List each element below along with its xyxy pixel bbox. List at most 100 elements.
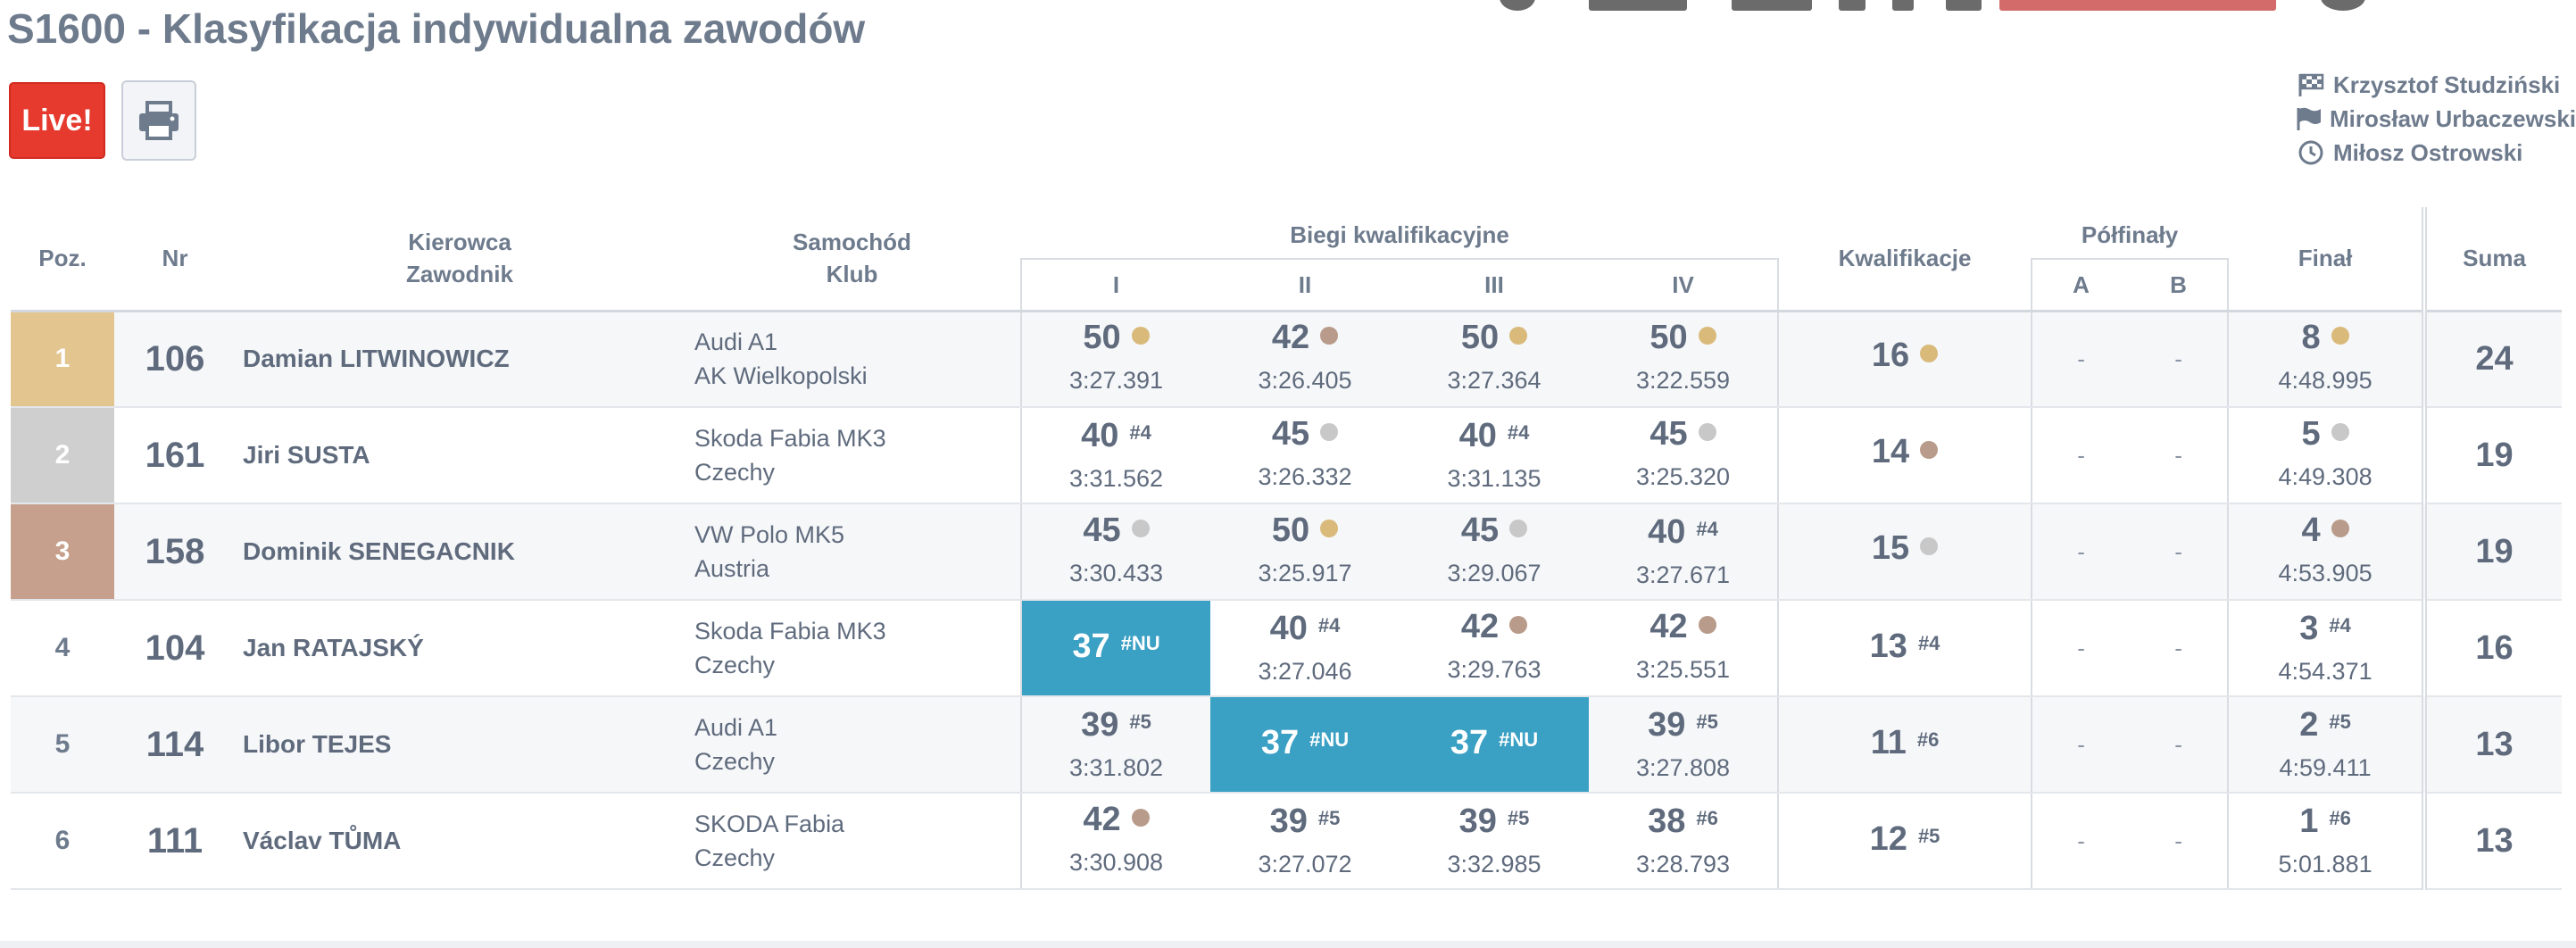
car-model: Skoda Fabia MK3 [694, 618, 886, 644]
gold-medal-icon [1131, 327, 1150, 345]
semi-b-result: - [2130, 407, 2230, 504]
header-nr: Nr [114, 207, 236, 312]
header-pos: Poz. [11, 207, 114, 312]
time: 4:59.411 [2279, 753, 2372, 781]
rank-label: #NU [1120, 631, 1160, 654]
total-sum: 19 [2424, 407, 2563, 504]
qualification-result: 12 #5 [1778, 793, 2032, 890]
rank-label: #4 [1317, 613, 1341, 636]
official-name: Mirosław Urbaczewski [2330, 104, 2576, 132]
gold-medal-icon [1509, 327, 1528, 345]
semi-b-result: - [2130, 311, 2230, 408]
silver-medal-icon [1509, 520, 1528, 537]
gold-medal-icon [2331, 327, 2349, 345]
time: 4:54.371 [2278, 657, 2372, 685]
club-name: Austria [694, 555, 770, 582]
rank-label: #NU [1309, 728, 1350, 751]
time: 3:31.802 [1068, 753, 1164, 781]
heat-result: 37 #NU [1210, 696, 1400, 794]
points: 39 [1648, 705, 1686, 744]
official-item: Miłosz Ostrowski [2296, 136, 2572, 170]
bronze-medal-icon [1131, 809, 1150, 827]
rank-label: #5 [1917, 824, 1940, 847]
time: 3:27.671 [1635, 561, 1731, 588]
header-car: Samochód Klub [684, 207, 1021, 312]
points: 38 [1648, 802, 1686, 840]
points: 15 [1871, 529, 1910, 567]
official-name: Miłosz Ostrowski [2333, 138, 2523, 166]
car-club: Audi A1 AK Wielkopolski [684, 311, 1021, 408]
time: 3:22.559 [1635, 367, 1731, 395]
points: 16 [1871, 337, 1910, 375]
live-button[interactable]: Live! [9, 82, 105, 159]
time: 3:26.405 [1258, 367, 1352, 395]
silver-medal-icon [1320, 423, 1339, 441]
heat-result: 50 3:25.917 [1210, 503, 1400, 601]
heat-result: 45 3:29.067 [1400, 503, 1589, 601]
rank-label: #5 [1507, 806, 1530, 829]
rank-label: #4 [1129, 420, 1151, 444]
heat-result: 38 #6 3:28.793 [1589, 793, 1780, 890]
rank-label: #4 [1507, 420, 1530, 444]
heat-result: 39 #5 3:27.808 [1589, 696, 1780, 794]
gold-medal-icon [1698, 327, 1716, 345]
points: 37 [1450, 723, 1489, 761]
page-title: S1600 - Klasyfikacja indywidualna zawodó… [7, 5, 866, 52]
final-result: 5 4:49.308 [2228, 407, 2428, 504]
heat-result: 40 #4 3:27.046 [1210, 600, 1400, 697]
time: 4:48.995 [2278, 367, 2372, 395]
heat-result: 45 3:30.433 [1020, 503, 1210, 601]
semi-b-result: - [2130, 793, 2230, 890]
bronze-medal-icon [1698, 616, 1716, 634]
official-item: Mirosław Urbaczewski [2296, 102, 2576, 136]
header-final: Finał [2228, 207, 2425, 312]
start-number: 158 [114, 503, 236, 601]
points: 12 [1869, 819, 1907, 858]
rank-label: #5 [2329, 710, 2351, 733]
heat-result: 40 #4 3:31.562 [1020, 407, 1210, 504]
header-sum: Suma [2422, 207, 2563, 312]
points: 42 [1083, 801, 1121, 838]
points: 2 [2299, 705, 2319, 744]
time: 3:31.562 [1068, 464, 1164, 492]
header-car-line1: Samochód [793, 229, 911, 256]
points: 14 [1871, 433, 1910, 470]
club-name: Czechy [694, 652, 776, 678]
points: 39 [1269, 802, 1308, 840]
semi-b-result: - [2130, 600, 2230, 697]
time: 3:29.067 [1447, 560, 1541, 586]
driver-name: Václav TŮMA [236, 793, 684, 890]
final-result: 2 #5 4:59.411 [2228, 696, 2428, 794]
points: 42 [1271, 319, 1310, 357]
heat-result: 50 3:22.559 [1589, 311, 1780, 408]
table-row: 5 114 Libor TEJES Audi A1 Czechy 39 #5 3:31.802… [11, 696, 2563, 794]
points: 37 [1072, 627, 1110, 665]
time: 4:53.905 [2278, 560, 2372, 586]
qualification-result: 16 [1778, 311, 2032, 408]
flag-icon [2296, 105, 2323, 132]
total-sum: 19 [2424, 503, 2563, 601]
semi-a-result: - [2031, 793, 2131, 890]
print-button[interactable] [121, 80, 196, 161]
start-number: 106 [114, 311, 236, 408]
silver-medal-icon [1131, 520, 1150, 537]
total-sum: 24 [2424, 311, 2563, 408]
table-row: 3 158 Dominik SENEGACNIK VW Polo MK5 Austria… [11, 503, 2563, 601]
rank-label: #6 [1916, 728, 1940, 751]
driver-name: Libor TEJES [236, 696, 684, 794]
points: 40 [1458, 416, 1497, 454]
points: 39 [1081, 705, 1119, 744]
sponsor-logos [1500, 0, 2374, 14]
car-model: Audi A1 [694, 714, 778, 741]
rank-label: #4 [2329, 613, 2351, 636]
results-table: Poz. Nr Kierowca Zawodnik Samochód Klub … [11, 207, 2563, 890]
semi-a-result: - [2031, 503, 2131, 601]
driver-name: Jan RATAJSKÝ [236, 600, 684, 697]
car-model: VW Polo MK5 [694, 521, 845, 548]
heat-result: 39 #5 3:32.985 [1400, 793, 1589, 890]
header-car-line2: Klub [826, 261, 878, 288]
start-number: 114 [114, 696, 236, 794]
table-row: 2 161 Jiri SUSTA Skoda Fabia MK3 Czechy 40 #4 3… [11, 407, 2563, 504]
heat-result: 42 3:26.405 [1210, 311, 1400, 408]
total-sum: 16 [2424, 600, 2563, 697]
